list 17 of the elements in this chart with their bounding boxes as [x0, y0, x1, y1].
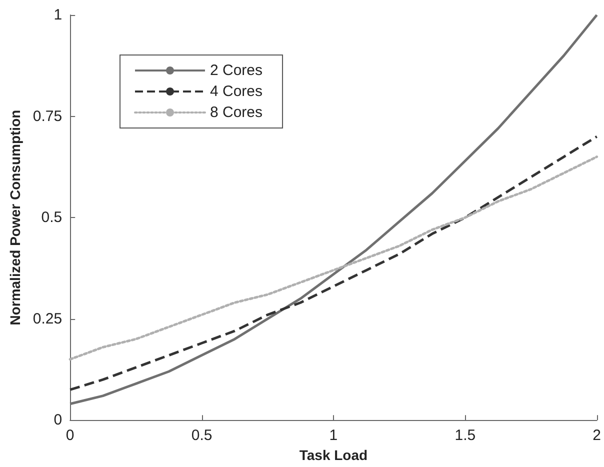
- x-axis-title: Task Load: [299, 447, 368, 463]
- legend-label: 2 Cores: [210, 62, 263, 79]
- x-tick-label: 2: [592, 427, 601, 444]
- x-tick-label: 1: [329, 427, 338, 444]
- line-series: [68, 156, 598, 361]
- y-tick-label: 0.25: [32, 310, 62, 328]
- x-tick-label: 0: [66, 427, 74, 444]
- y-axis-title: Normalized Power Consumption: [7, 110, 23, 326]
- legend-label: 4 Cores: [210, 83, 263, 100]
- x-tick-label: 0.5: [191, 427, 212, 444]
- y-tick-label: 0.75: [32, 108, 62, 125]
- y-tick-label: 1: [54, 6, 62, 24]
- x-tick-label: 1.5: [454, 427, 476, 444]
- legend-label: 8 Cores: [210, 104, 263, 121]
- line-series: [68, 135, 598, 391]
- y-tick-label: 0.5: [41, 209, 62, 226]
- y-tick-label: 0: [54, 412, 62, 429]
